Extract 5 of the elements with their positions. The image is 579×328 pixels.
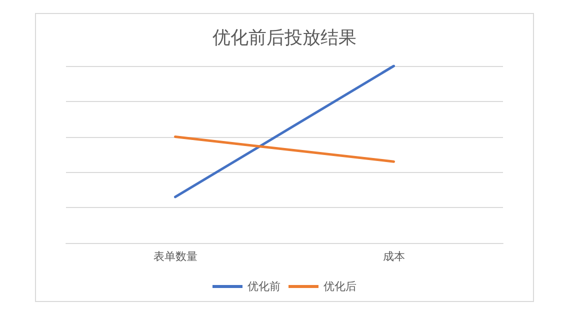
x-tick-label: 成本 <box>382 250 405 263</box>
legend-label: 优化后 <box>324 280 356 293</box>
x-tick-label: 表单数量 <box>153 250 198 263</box>
legend-label: 优化前 <box>248 280 280 293</box>
chart-title: 优化前后投放结果 <box>212 28 356 48</box>
